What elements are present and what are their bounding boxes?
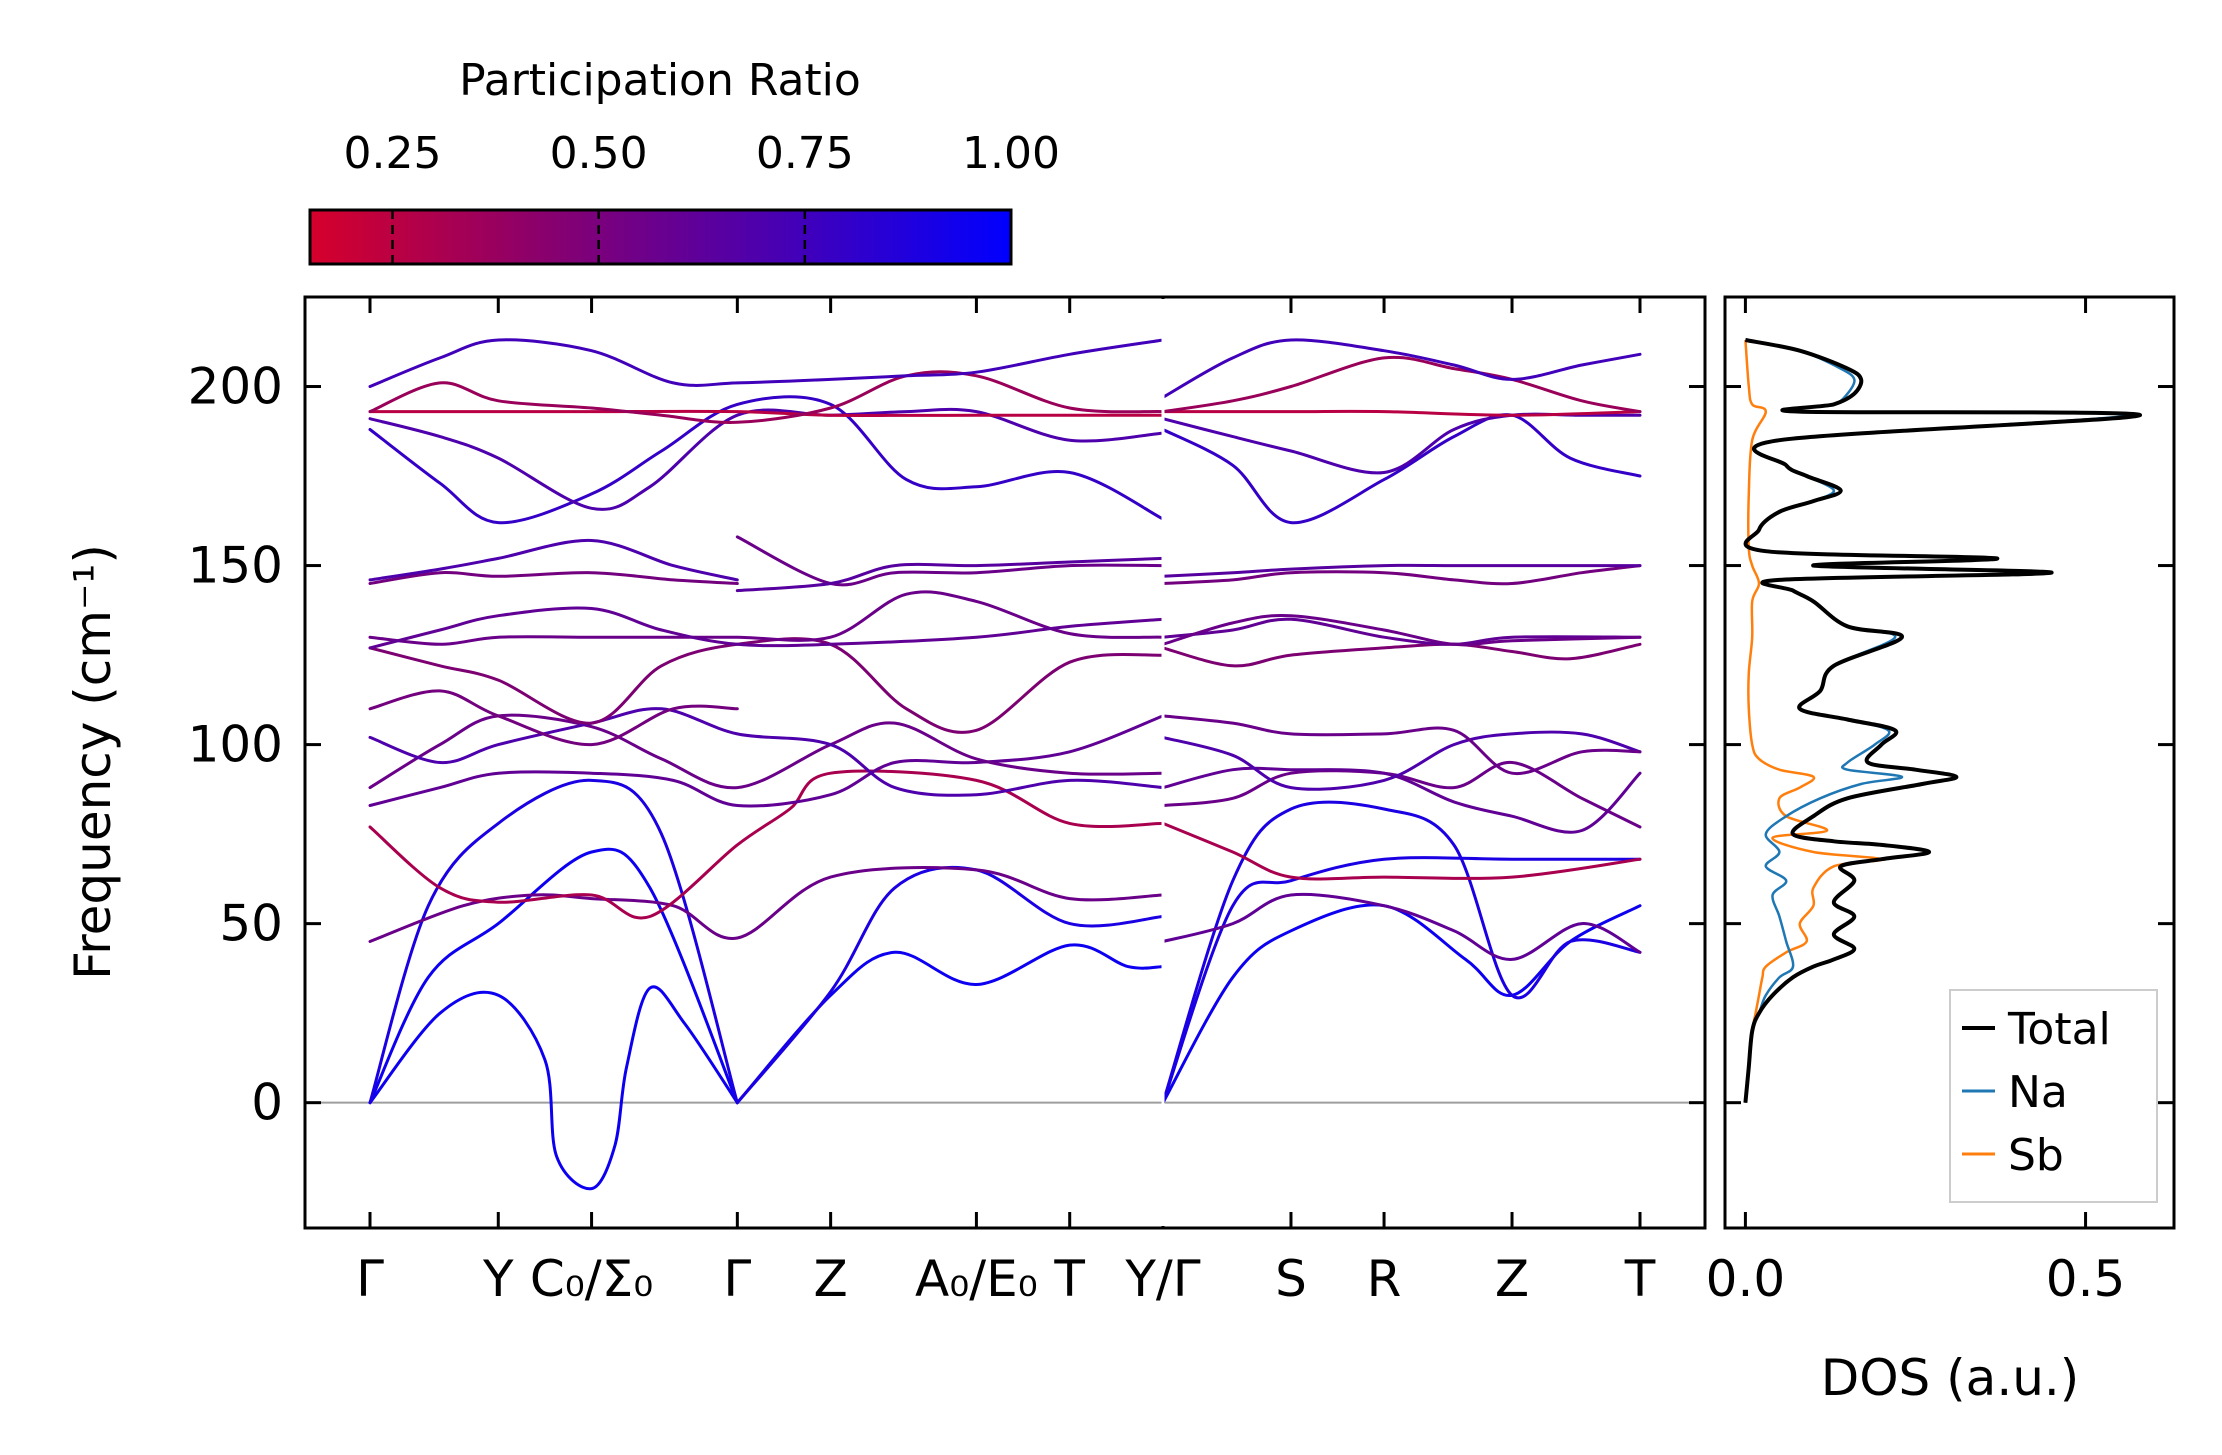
phonon-band-19 [368,407,1165,511]
high-symmetry-label: T [1624,1250,1656,1308]
phonon-band-36 [1161,563,1642,578]
phonon-band-12 [368,590,1165,646]
phonon-band-2 [368,778,739,1105]
y-tick-label: 200 [188,358,283,416]
phonon-band-22 [368,338,1165,388]
phonon-band-26 [1161,892,1642,961]
colorbar-tick-label: 0.25 [343,128,441,179]
high-symmetry-label: T [1053,1250,1085,1308]
high-symmetry-label: A₀/E₀ [915,1250,1038,1308]
phonon-band-4 [735,865,1165,1105]
phonon-band-14 [368,571,739,585]
phonon-band-5 [368,866,1165,943]
phonon-band-34 [1161,613,1642,647]
phonon-band-32 [1161,642,1642,668]
phonon-band-24 [1161,856,1642,1105]
dos-x-tick-label: 0.5 [2046,1250,2126,1308]
phonon-band-23 [1161,903,1642,1105]
high-symmetry-label: Z [1495,1250,1529,1308]
phonon-band-10 [368,689,739,747]
legend-label-total: Total [2007,1004,2111,1055]
phonon-band-29 [1161,766,1642,834]
colorbar: Participation Ratio 0.25 0.50 0.75 1.00 [308,55,1060,266]
phonon-band-6 [368,769,1165,920]
dispersion-axes-frame [303,295,1707,1230]
y-tick-label: 0 [251,1074,283,1132]
phonon-band-28 [1161,760,1642,829]
phonon-band-38 [1161,412,1642,475]
phonon-band-30 [1161,730,1642,791]
phonon-band-21 [368,370,1165,424]
phonon-band-15 [368,538,739,582]
dos-series-total [1743,338,2143,1103]
dos-x-axis-label: DOS (a.u.) [1821,1349,2080,1407]
dos-x-tick-label: 0.0 [1706,1250,1786,1308]
phonon-band-9 [368,707,1165,797]
colorbar-tick-label: 0.50 [550,128,648,179]
phonon-band-35 [1161,564,1642,586]
colorbar-title: Participation Ratio [459,55,861,106]
dos-series-na [1744,338,2128,1103]
y-axis-label: Frequency (cm⁻¹) [64,544,122,980]
high-symmetry-label: S [1275,1250,1307,1308]
phonon-band-25 [1161,800,1642,1105]
phonon-band-3 [735,943,1165,1105]
colorbar-tick-label: 1.00 [962,128,1060,179]
phonon-band-7 [368,714,1165,808]
legend-box [1949,989,2158,1203]
y-tick-label: 100 [188,716,283,774]
dos-panel: 0.0 0.5 DOS (a.u.) Total Na Sb [1706,295,2176,1407]
high-symmetry-label: Y [482,1250,514,1308]
phonon-band-20 [368,409,1165,417]
legend: Total Na Sb [1949,989,2158,1203]
phonon-band-11 [368,637,1165,734]
phonon-band-33 [1161,617,1642,646]
phonon-band-37 [1161,413,1642,525]
phonon-band-31 [1161,714,1642,776]
high-symmetry-label: R [1367,1250,1402,1308]
dos-axes-frame [1723,295,2176,1230]
phonon-band-40 [1161,355,1642,414]
phonon-band-0 [368,985,739,1191]
phonon-band-13 [368,606,1165,650]
y-tick-label: 150 [188,537,283,595]
high-symmetry-label: C₀/Σ₀ [530,1250,653,1308]
high-symmetry-label: Z [814,1250,848,1308]
legend-label-na: Na [2008,1067,2068,1118]
phonon-band-27 [1161,821,1642,881]
high-symmetry-label: Γ [356,1250,384,1308]
colorbar-tick-label: 0.75 [756,128,854,179]
phonon-band-16 [735,535,1165,587]
phonon-band-39 [1161,409,1642,417]
colorbar-gradient [308,208,1013,266]
legend-label-sb: Sb [2008,1130,2064,1181]
phonon-band-1 [368,847,739,1105]
high-symmetry-label: Y/Γ [1124,1250,1200,1308]
y-tick-label: 50 [219,895,283,953]
high-symmetry-label: Γ [723,1250,751,1308]
dispersion-panel: 0 50 100 150 200 Γ Y C₀/Σ₀ Γ Z A₀/E₀ T Y/Γ S R Z T Frequ… [64,295,1707,1308]
phonon-band-17 [735,556,1165,593]
phonon-band-8 [368,713,1165,790]
phonon-band-18 [368,395,1165,525]
phonon-band-41 [1161,338,1642,399]
